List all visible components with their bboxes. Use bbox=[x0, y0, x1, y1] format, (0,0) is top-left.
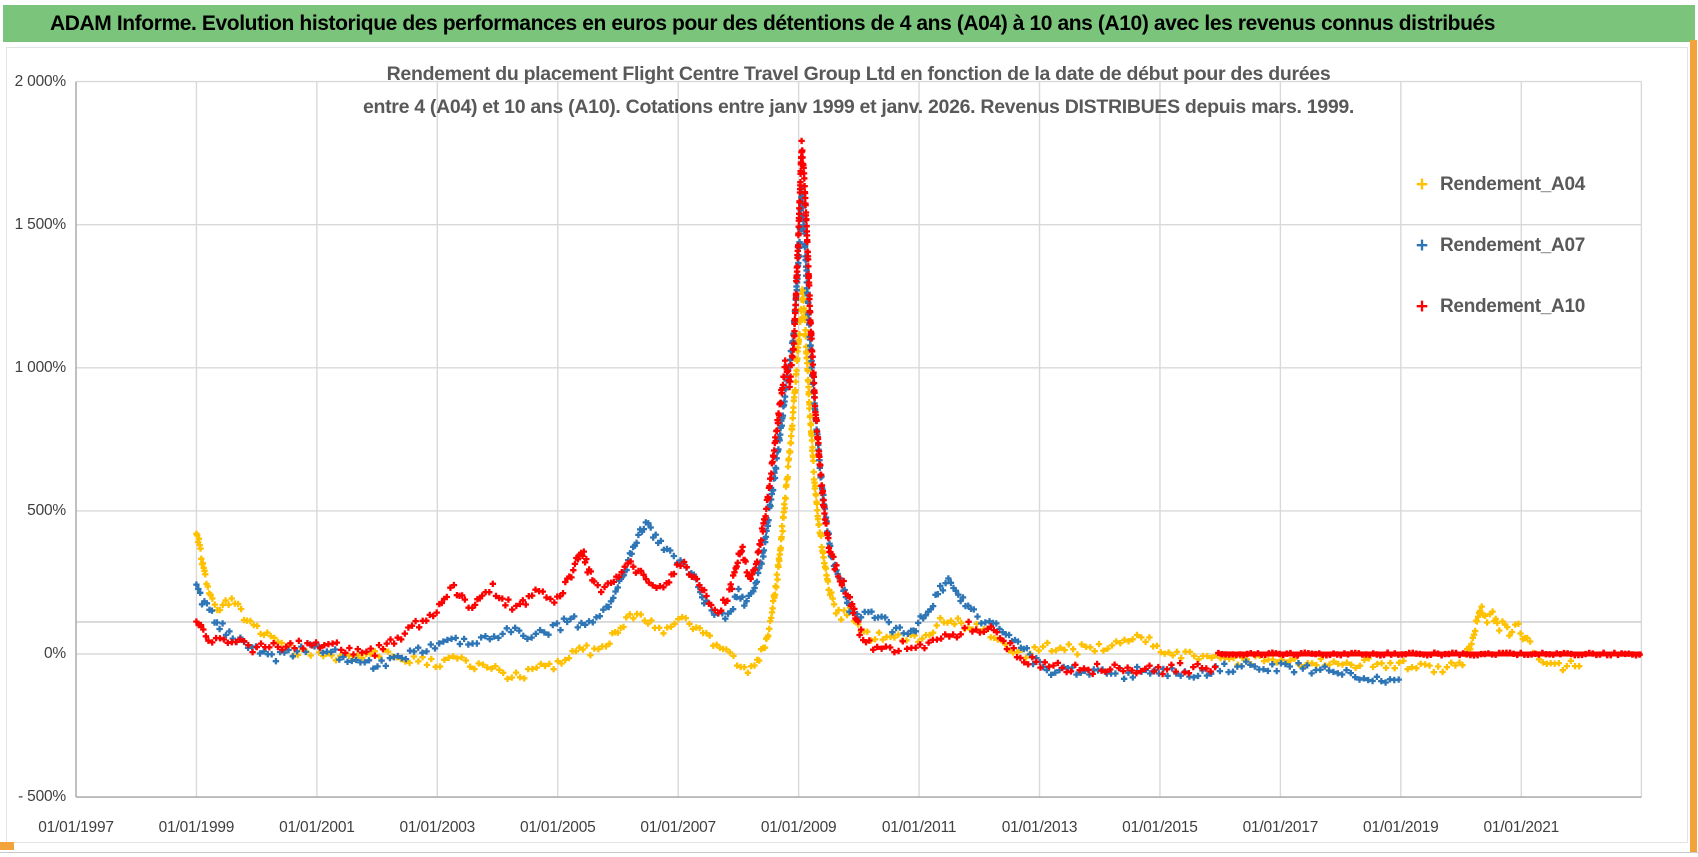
x-tick-label: 01/01/2013 bbox=[1001, 819, 1078, 836]
legend-item-rendement_a07[interactable]: + Rendement_A07 bbox=[1412, 232, 1585, 260]
plus-marker-icon: + bbox=[1415, 295, 1429, 318]
bottom-left-accent-chip bbox=[0, 842, 14, 850]
x-tick-label: 01/01/2021 bbox=[1483, 819, 1560, 836]
x-tick-label: 01/01/2017 bbox=[1242, 819, 1319, 836]
legend-item-rendement_a10[interactable]: + Rendement_A10 bbox=[1412, 293, 1585, 321]
chart-frame bbox=[6, 47, 1688, 843]
y-tick-label: 1 500% bbox=[14, 215, 67, 233]
gridlines bbox=[76, 80, 1643, 798]
plus-marker-icon: + bbox=[1415, 234, 1429, 257]
y-tick-label: 1 000% bbox=[14, 358, 67, 376]
window-bottom-edge bbox=[0, 852, 1698, 853]
legend-label: Rendement_A10 bbox=[1440, 296, 1585, 317]
legend-label: Rendement_A07 bbox=[1440, 235, 1585, 256]
x-tick-label: 01/01/2019 bbox=[1363, 819, 1439, 836]
x-tick-label: 01/01/2007 bbox=[640, 819, 716, 836]
plus-marker-icon: + bbox=[1415, 173, 1429, 196]
y-tick-label: 500% bbox=[27, 501, 66, 519]
x-tick-label: 01/01/2001 bbox=[279, 819, 355, 836]
chart-title-line-2: entre 4 (A04) et 10 ans (A10). Cotations… bbox=[362, 96, 1355, 118]
y-tick-label: 0% bbox=[43, 645, 66, 662]
x-tick-label: 01/01/2011 bbox=[881, 819, 957, 836]
right-scrollbar-accent[interactable] bbox=[1690, 40, 1697, 852]
x-tick-label: 01/01/1997 bbox=[38, 819, 114, 836]
legend-item-rendement_a04[interactable]: + Rendement_A04 bbox=[1412, 171, 1585, 199]
legend-label: Rendement_A04 bbox=[1440, 174, 1585, 195]
x-tick-label: 01/01/2003 bbox=[399, 819, 476, 836]
x-tick-label: 01/01/2005 bbox=[519, 819, 596, 836]
banner-title: ADAM Informe. Evolution historique des p… bbox=[3, 5, 1695, 42]
x-tick-label: 01/01/1999 bbox=[158, 819, 235, 836]
series-rendement_a10 bbox=[193, 137, 1219, 678]
x-tick-label: 01/01/2009 bbox=[760, 819, 837, 836]
y-tick-label: 2 000% bbox=[14, 72, 67, 90]
series-rendement_a10-flat-markers bbox=[1215, 649, 1643, 659]
x-tick-label: 01/01/2015 bbox=[1122, 819, 1198, 836]
y-tick-label: - 500% bbox=[18, 788, 66, 806]
chart-title-line-1: Rendement du placement Flight Centre Tra… bbox=[386, 63, 1331, 85]
